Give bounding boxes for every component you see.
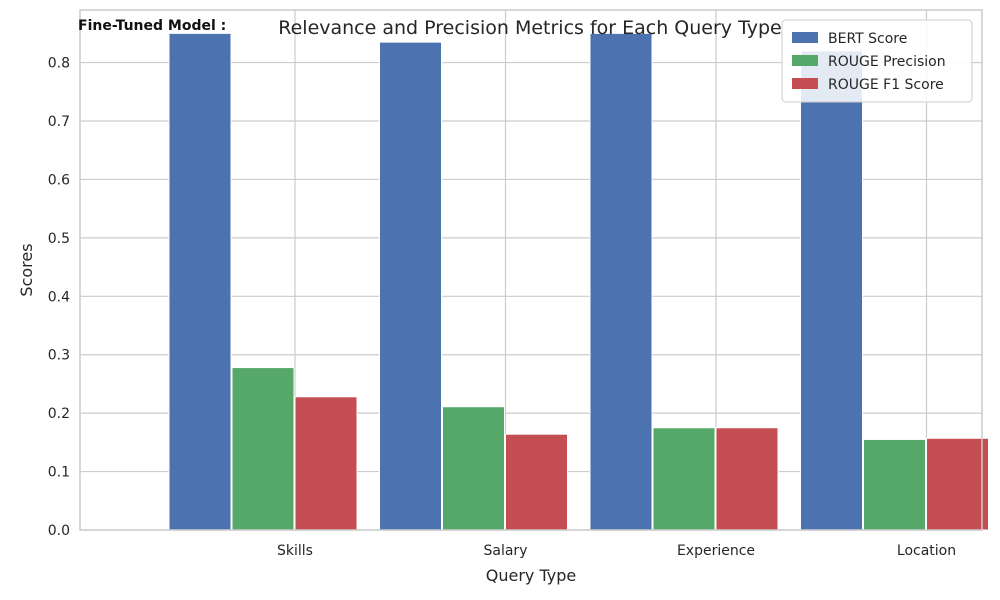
bar-rouge-f1-score [294, 396, 358, 531]
x-tick-label: Salary [484, 543, 528, 559]
chart-title: Relevance and Precision Metrics for Each… [278, 17, 781, 39]
bar-rouge-f1-score [715, 427, 779, 531]
y-axis-label: Scores [17, 243, 36, 296]
y-tick-label: 0.7 [48, 114, 70, 130]
y-tick-label: 0.5 [48, 231, 70, 247]
bar-rouge-precision [863, 438, 926, 531]
bar-rouge-precision [652, 427, 716, 531]
y-tick-label: 0.0 [48, 523, 70, 539]
y-tick-label: 0.8 [48, 56, 70, 72]
y-tick-label: 0.1 [48, 465, 70, 481]
y-tick-label: 0.4 [48, 289, 70, 305]
x-tick-label: Experience [677, 543, 755, 559]
x-tick-label: Skills [277, 543, 313, 559]
bar-rouge-f1-score [926, 437, 989, 531]
bar-rouge-precision [231, 367, 295, 531]
x-tick-label: Location [897, 543, 956, 559]
legend-swatch [792, 78, 818, 89]
legend-entry: BERT Score [828, 31, 907, 47]
bar-bert-score [800, 50, 863, 531]
model-label: Fine-Tuned Model : [78, 18, 226, 34]
legend-entry: ROUGE F1 Score [828, 77, 944, 93]
legend-entry: ROUGE Precision [828, 54, 946, 70]
bar-bert-score [379, 41, 442, 531]
bar-rouge-precision [442, 406, 505, 531]
legend-swatch [792, 55, 818, 66]
bar-bert-score [168, 32, 232, 531]
bar-rouge-f1-score [505, 433, 568, 531]
x-axis-label: Query Type [486, 566, 576, 585]
plot-frame [79, 9, 983, 531]
bar-bert-score [589, 32, 653, 531]
legend-swatch [792, 32, 818, 43]
legend-box [781, 19, 973, 103]
y-tick-label: 0.3 [48, 348, 70, 364]
y-tick-label: 0.6 [48, 172, 70, 188]
legend: BERT Score ROUGE Precision ROUGE F1 Score [781, 19, 973, 103]
bars [168, 32, 989, 531]
x-axis-ticks: Skills Salary Experience Location [277, 543, 956, 559]
y-tick-label: 0.2 [48, 406, 70, 422]
y-axis-ticks: 0.0 0.1 0.2 0.3 0.4 0.5 0.6 0.7 0.8 [48, 56, 70, 539]
